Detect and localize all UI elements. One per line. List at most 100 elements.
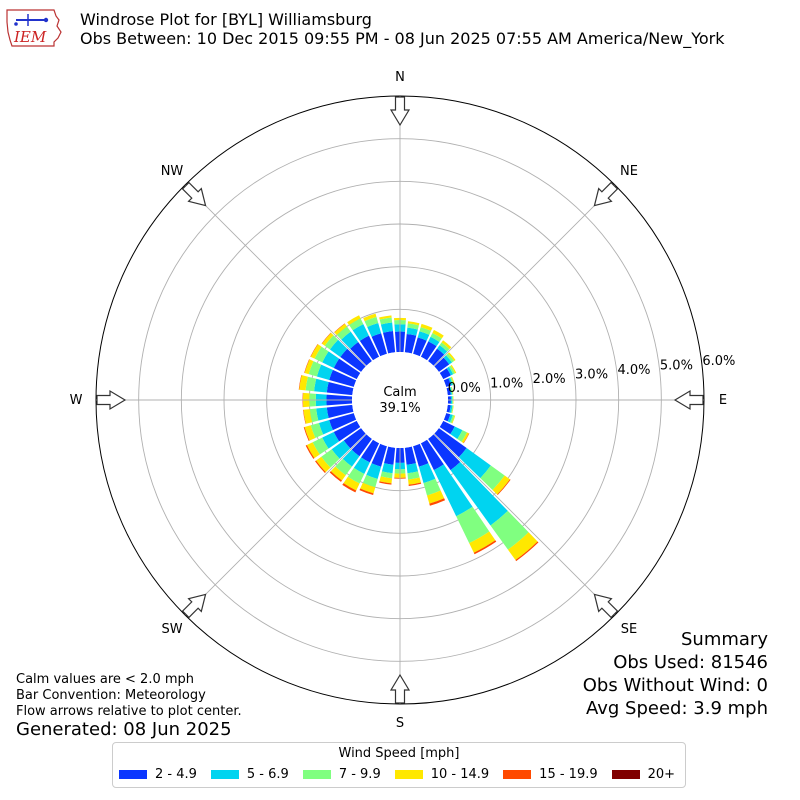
wedge-310-bin-0 [340,348,366,372]
wedge-280-bin-3 [299,375,308,391]
wedge-160-bin-0 [413,443,429,467]
spoke-315 [184,184,367,367]
wedge-20-bin-3 [420,323,433,331]
wedge-250-bin-2 [310,422,324,439]
radial-tick-labels: 0.0% 1.0% 2.0% 3.0% 4.0% 5.0% 6.0% [448,354,736,396]
wedge-120-bin-2 [457,430,468,442]
legend-label-4: 15 - 19.9 [539,767,598,782]
radial-tick-1: 1.0% [490,377,523,392]
wedge-140-bin-2 [490,510,529,550]
wedge-320-bin-3 [334,323,347,336]
wedge-200-bin-0 [371,443,387,467]
wedge-280-bin-2 [305,376,317,392]
compass-labels: N NE E SE S SW W NW [70,70,728,731]
wedge-340-bin-2 [364,316,379,328]
calm-circle [352,352,448,448]
legend-swatch-0 [119,770,147,779]
wedge-160-bin-4 [429,498,446,506]
wedge-210-bin-3 [343,476,360,491]
wedge-110-bin-0 [443,413,451,422]
wedge-330-bin-1 [352,324,369,341]
wedge-330-bin-2 [349,318,364,331]
wedge-20-bin-1 [417,331,430,341]
wedge-350-bin-3 [379,315,392,320]
wedge-160-bin-1 [418,463,436,484]
wedge-10-bin-2 [407,323,419,330]
wedge-230-bin-2 [321,449,340,468]
radial-tick-5: 5.0% [660,359,693,374]
wedge-310-bin-2 [324,335,339,350]
wedge-10-bin-1 [406,327,418,336]
wedge-80-bin-0 [446,387,451,396]
wedge-260-bin-0 [326,404,354,419]
summary-obs-without-wind: Obs Without Wind: 0 [582,675,768,696]
wedge-80-bin-3 [451,386,454,395]
spoke-225 [184,433,367,616]
radial-tick-4: 4.0% [617,363,650,378]
radial-tick-6: 6.0% [702,354,735,369]
wedge-200-bin-3 [360,482,376,494]
wedge-200-bin-1 [366,463,382,480]
wedge-300-bin-4 [310,344,318,357]
wedge-210-bin-1 [353,457,370,474]
wedge-170-bin-4 [408,482,422,486]
flow-arrow-SE [593,593,619,619]
wedge-30-bin-1 [428,336,440,347]
wedge-170-bin-1 [406,463,419,474]
wedge-230-bin-4 [315,460,326,474]
wedge-300-bin-2 [314,346,329,363]
wedge-100-bin-2 [451,405,454,414]
chart-title: Windrose Plot for [BYL] Williamsburg [80,10,372,29]
compass-label-W: W [70,393,83,408]
wedge-290-bin-0 [329,369,357,387]
wedge-340-bin-0 [371,333,387,357]
radial-tick-2: 2.0% [533,372,566,387]
iem-logo: IEM [4,4,64,50]
legend-label-2: 7 - 9.9 [338,767,381,782]
wedge-260-bin-1 [316,407,329,421]
wedge-50-bin-3 [447,352,456,361]
wedge-70-bin-3 [451,376,455,385]
wedge-190-bin-2 [380,471,393,479]
flow-arrow-NW [181,181,207,207]
wedge-250-bin-3 [304,425,316,441]
summary-avg-speed: Avg Speed: 3.9 mph [586,698,768,719]
compass-label-E: E [719,393,727,408]
radial-tick-0: 0.0% [448,381,481,396]
wedge-260-bin-2 [309,408,319,423]
compass-label-SW: SW [161,622,182,637]
wedge-140-bin-1 [450,461,508,526]
legend-item-5: 20+ [611,767,675,782]
wedge-40-bin-3 [441,340,452,350]
wedge-330-bin-3 [347,315,361,326]
wedge-290-bin-3 [304,359,314,375]
legend-item-4: 15 - 19.9 [503,767,598,782]
wedge-230-bin-1 [331,440,351,459]
windrose-bars [298,313,539,562]
wedge-30-bin-0 [420,341,437,361]
wedge-210-bin-2 [347,467,365,484]
legend-item-1: 5 - 6.9 [210,767,289,782]
wedge-230-bin-0 [343,428,366,449]
wedge-130-bin-2 [480,465,505,490]
wedge-60-bin-3 [450,364,457,374]
legend-swatch-4 [503,770,532,779]
wedge-340-bin-3 [363,313,377,322]
wedge-40-bin-2 [439,342,450,352]
wedge-110-bin-1 [447,414,453,423]
summary-obs-used: Obs Used: 81546 [613,652,768,673]
wedge-190-bin-4 [379,481,392,485]
wedge-140-bin-0 [428,434,461,471]
wedge-290-bin-1 [316,364,333,380]
legend-label-0: 2 - 4.9 [155,767,197,782]
wedge-300-bin-3 [310,344,322,359]
wedge-120-bin-3 [461,432,469,444]
wedge-280-bin-1 [314,378,329,393]
wedge-280-bin-0 [326,381,354,396]
wedge-250-bin-0 [329,413,357,431]
flow-arrow-NE [593,181,619,207]
compass-label-SE: SE [621,622,637,637]
compass-spokes [96,96,704,704]
flow-arrow-SW [181,593,207,619]
